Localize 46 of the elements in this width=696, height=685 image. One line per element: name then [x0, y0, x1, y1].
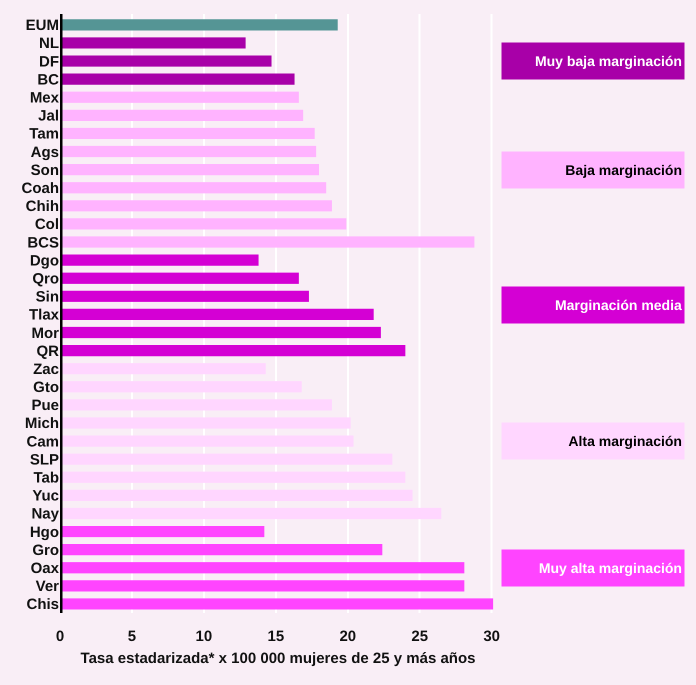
- text: Muy alta marginación: [538, 560, 682, 576]
- y-tick-label: Mich: [24, 415, 59, 432]
- text: Baja marginación: [565, 162, 682, 178]
- y-tick-label: Ags: [30, 144, 59, 161]
- y-tick-label: EUM: [26, 17, 59, 34]
- text: Alta marginación: [568, 433, 682, 449]
- x-tick-label: 15: [267, 628, 284, 645]
- y-tick-label: Qro: [32, 270, 59, 288]
- x-axis-title: Tasa estadarizada* x 100 000 mujeres de 25 y más años: [80, 650, 476, 667]
- y-tick-label: Chih: [26, 198, 59, 216]
- x-tick-label: 10: [196, 628, 212, 645]
- y-tick-label: DF: [39, 53, 59, 70]
- y-tick-label: BCS: [27, 234, 59, 252]
- y-tick-label: Oax: [30, 560, 60, 578]
- y-tick-label: Pue: [31, 397, 59, 414]
- y-tick-label: Sin: [36, 288, 59, 306]
- y-tick-label: Chis: [26, 596, 59, 614]
- y-tick-label: Dgo: [30, 252, 59, 270]
- y-tick-label: Hgo: [30, 524, 59, 541]
- y-tick-label: Son: [30, 162, 59, 179]
- y-tick-label: Jal: [38, 108, 59, 125]
- y-tick-label: Col: [34, 216, 59, 234]
- y-tick-label: SLP: [30, 451, 59, 468]
- x-tick-label: 5: [128, 628, 136, 645]
- x-tick-label: 20: [339, 628, 356, 645]
- y-tick-label: Coah: [22, 180, 59, 197]
- y-tick-label: Zac: [33, 360, 59, 378]
- text: Muy baja marginación: [534, 53, 682, 69]
- text: Marginación media: [554, 297, 682, 313]
- x-tick-label: 0: [56, 628, 64, 645]
- y-tick-label: Mex: [30, 89, 60, 106]
- y-tick-label: Gto: [33, 379, 59, 396]
- y-tick-label: Yuc: [32, 488, 59, 505]
- y-tick-label: Cam: [26, 433, 59, 450]
- y-tick-label: NL: [39, 35, 59, 52]
- y-tick-label: Ver: [36, 578, 60, 596]
- y-tick-label: BC: [37, 71, 60, 88]
- y-tick-label: Tlax: [28, 306, 60, 324]
- y-tick-label: Mor: [32, 324, 60, 342]
- y-tick-label: Gro: [32, 542, 59, 559]
- x-tick-label: 25: [411, 628, 428, 645]
- y-tick-label: Tam: [29, 126, 59, 143]
- y-tick-label: Nay: [31, 506, 60, 523]
- x-tick-label: 30: [483, 628, 500, 645]
- y-tick-label: QR: [36, 342, 60, 360]
- y-tick-label: Tab: [33, 470, 59, 487]
